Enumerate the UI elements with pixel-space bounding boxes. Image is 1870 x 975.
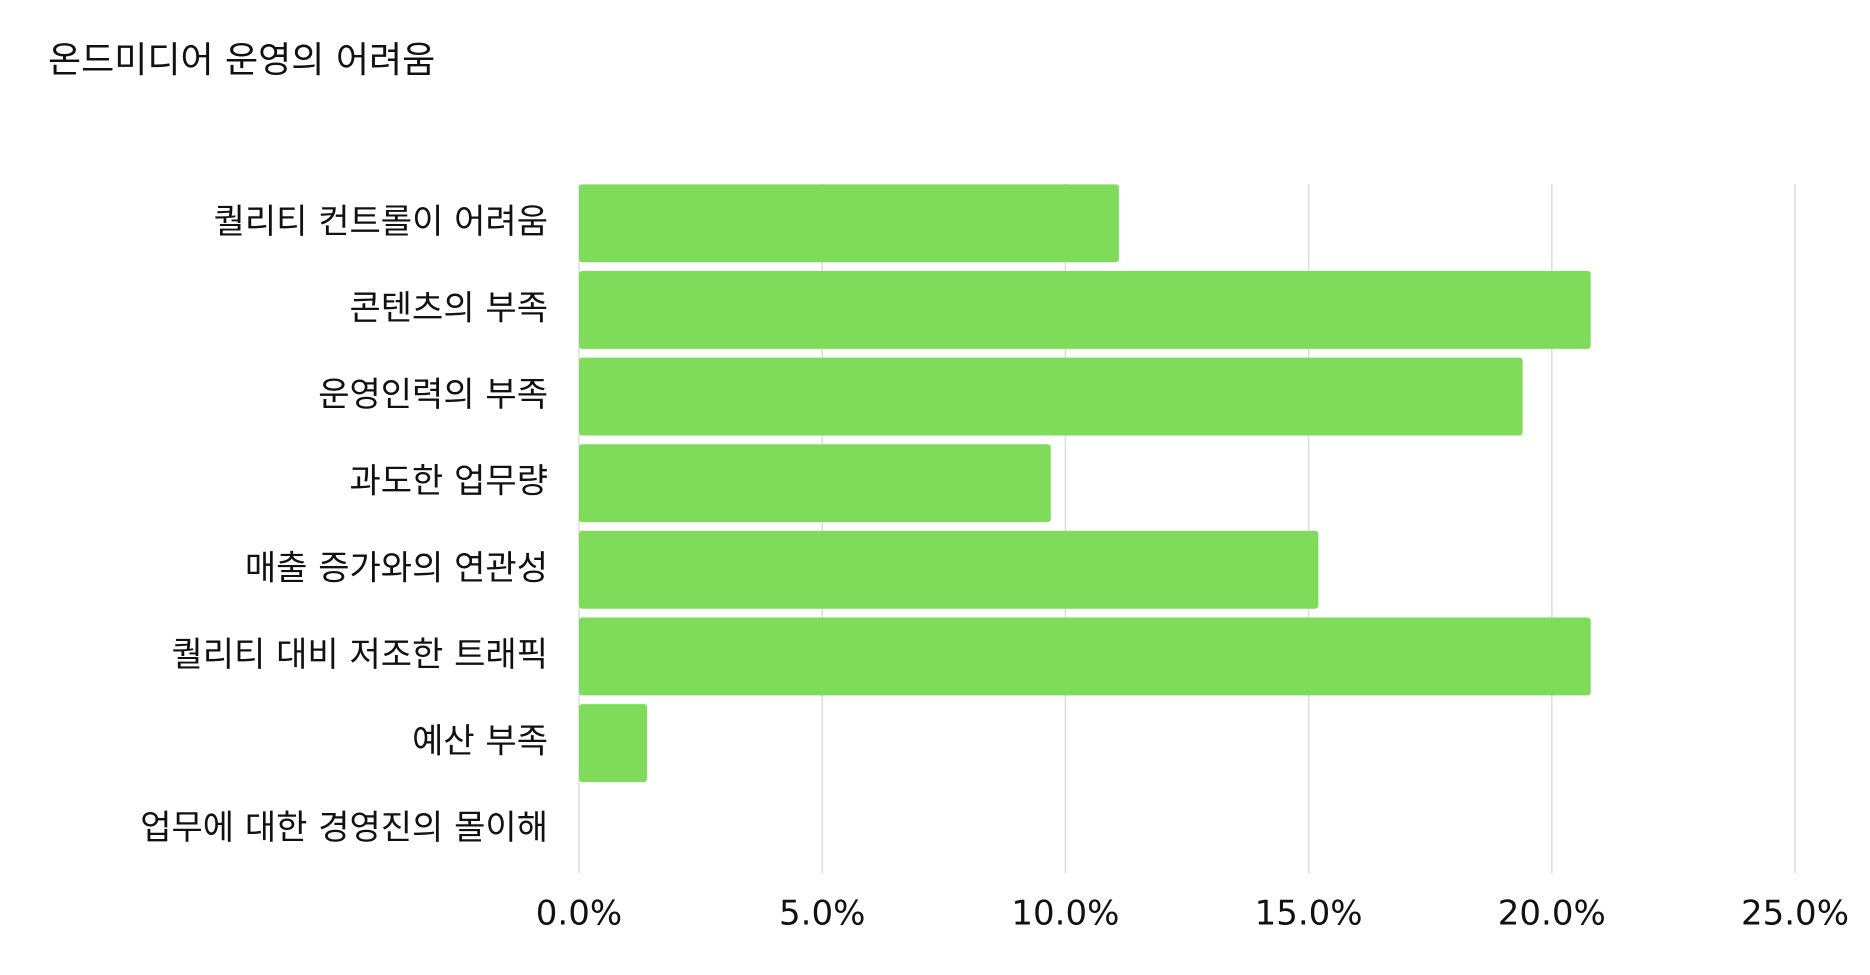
x-tick-label: 10.0%	[1011, 894, 1119, 934]
y-tick-label: 과도한 업무량	[350, 462, 549, 502]
bar	[579, 357, 1523, 436]
x-tick-label: 5.0%	[779, 894, 865, 934]
y-tick-label: 콘텐츠의 부족	[350, 288, 549, 328]
bar	[579, 617, 1591, 696]
x-tick-label: 20.0%	[1498, 894, 1606, 934]
bar	[579, 444, 1051, 523]
bar	[579, 704, 648, 783]
x-tick-label: 0.0%	[536, 894, 622, 934]
chart-title: 온드미디어 운영의 어려움	[48, 40, 435, 81]
y-tick-label: 퀄리티 컨트롤이 어려움	[214, 202, 548, 242]
x-tick-label: 15.0%	[1255, 894, 1363, 934]
y-tick-label: 운영인력의 부족	[318, 375, 548, 415]
x-tick-label: 25.0%	[1741, 894, 1849, 934]
bar	[579, 270, 1591, 349]
bar	[579, 184, 1119, 263]
y-tick-label: 퀄리티 대비 저조한 트래픽	[171, 635, 548, 675]
y-tick-label: 업무에 대한 경영진의 몰이해	[140, 808, 548, 848]
bar	[579, 530, 1319, 609]
y-tick-label: 매출 증가와의 연관성	[245, 548, 548, 588]
y-tick-label: 예산 부족	[412, 722, 548, 762]
